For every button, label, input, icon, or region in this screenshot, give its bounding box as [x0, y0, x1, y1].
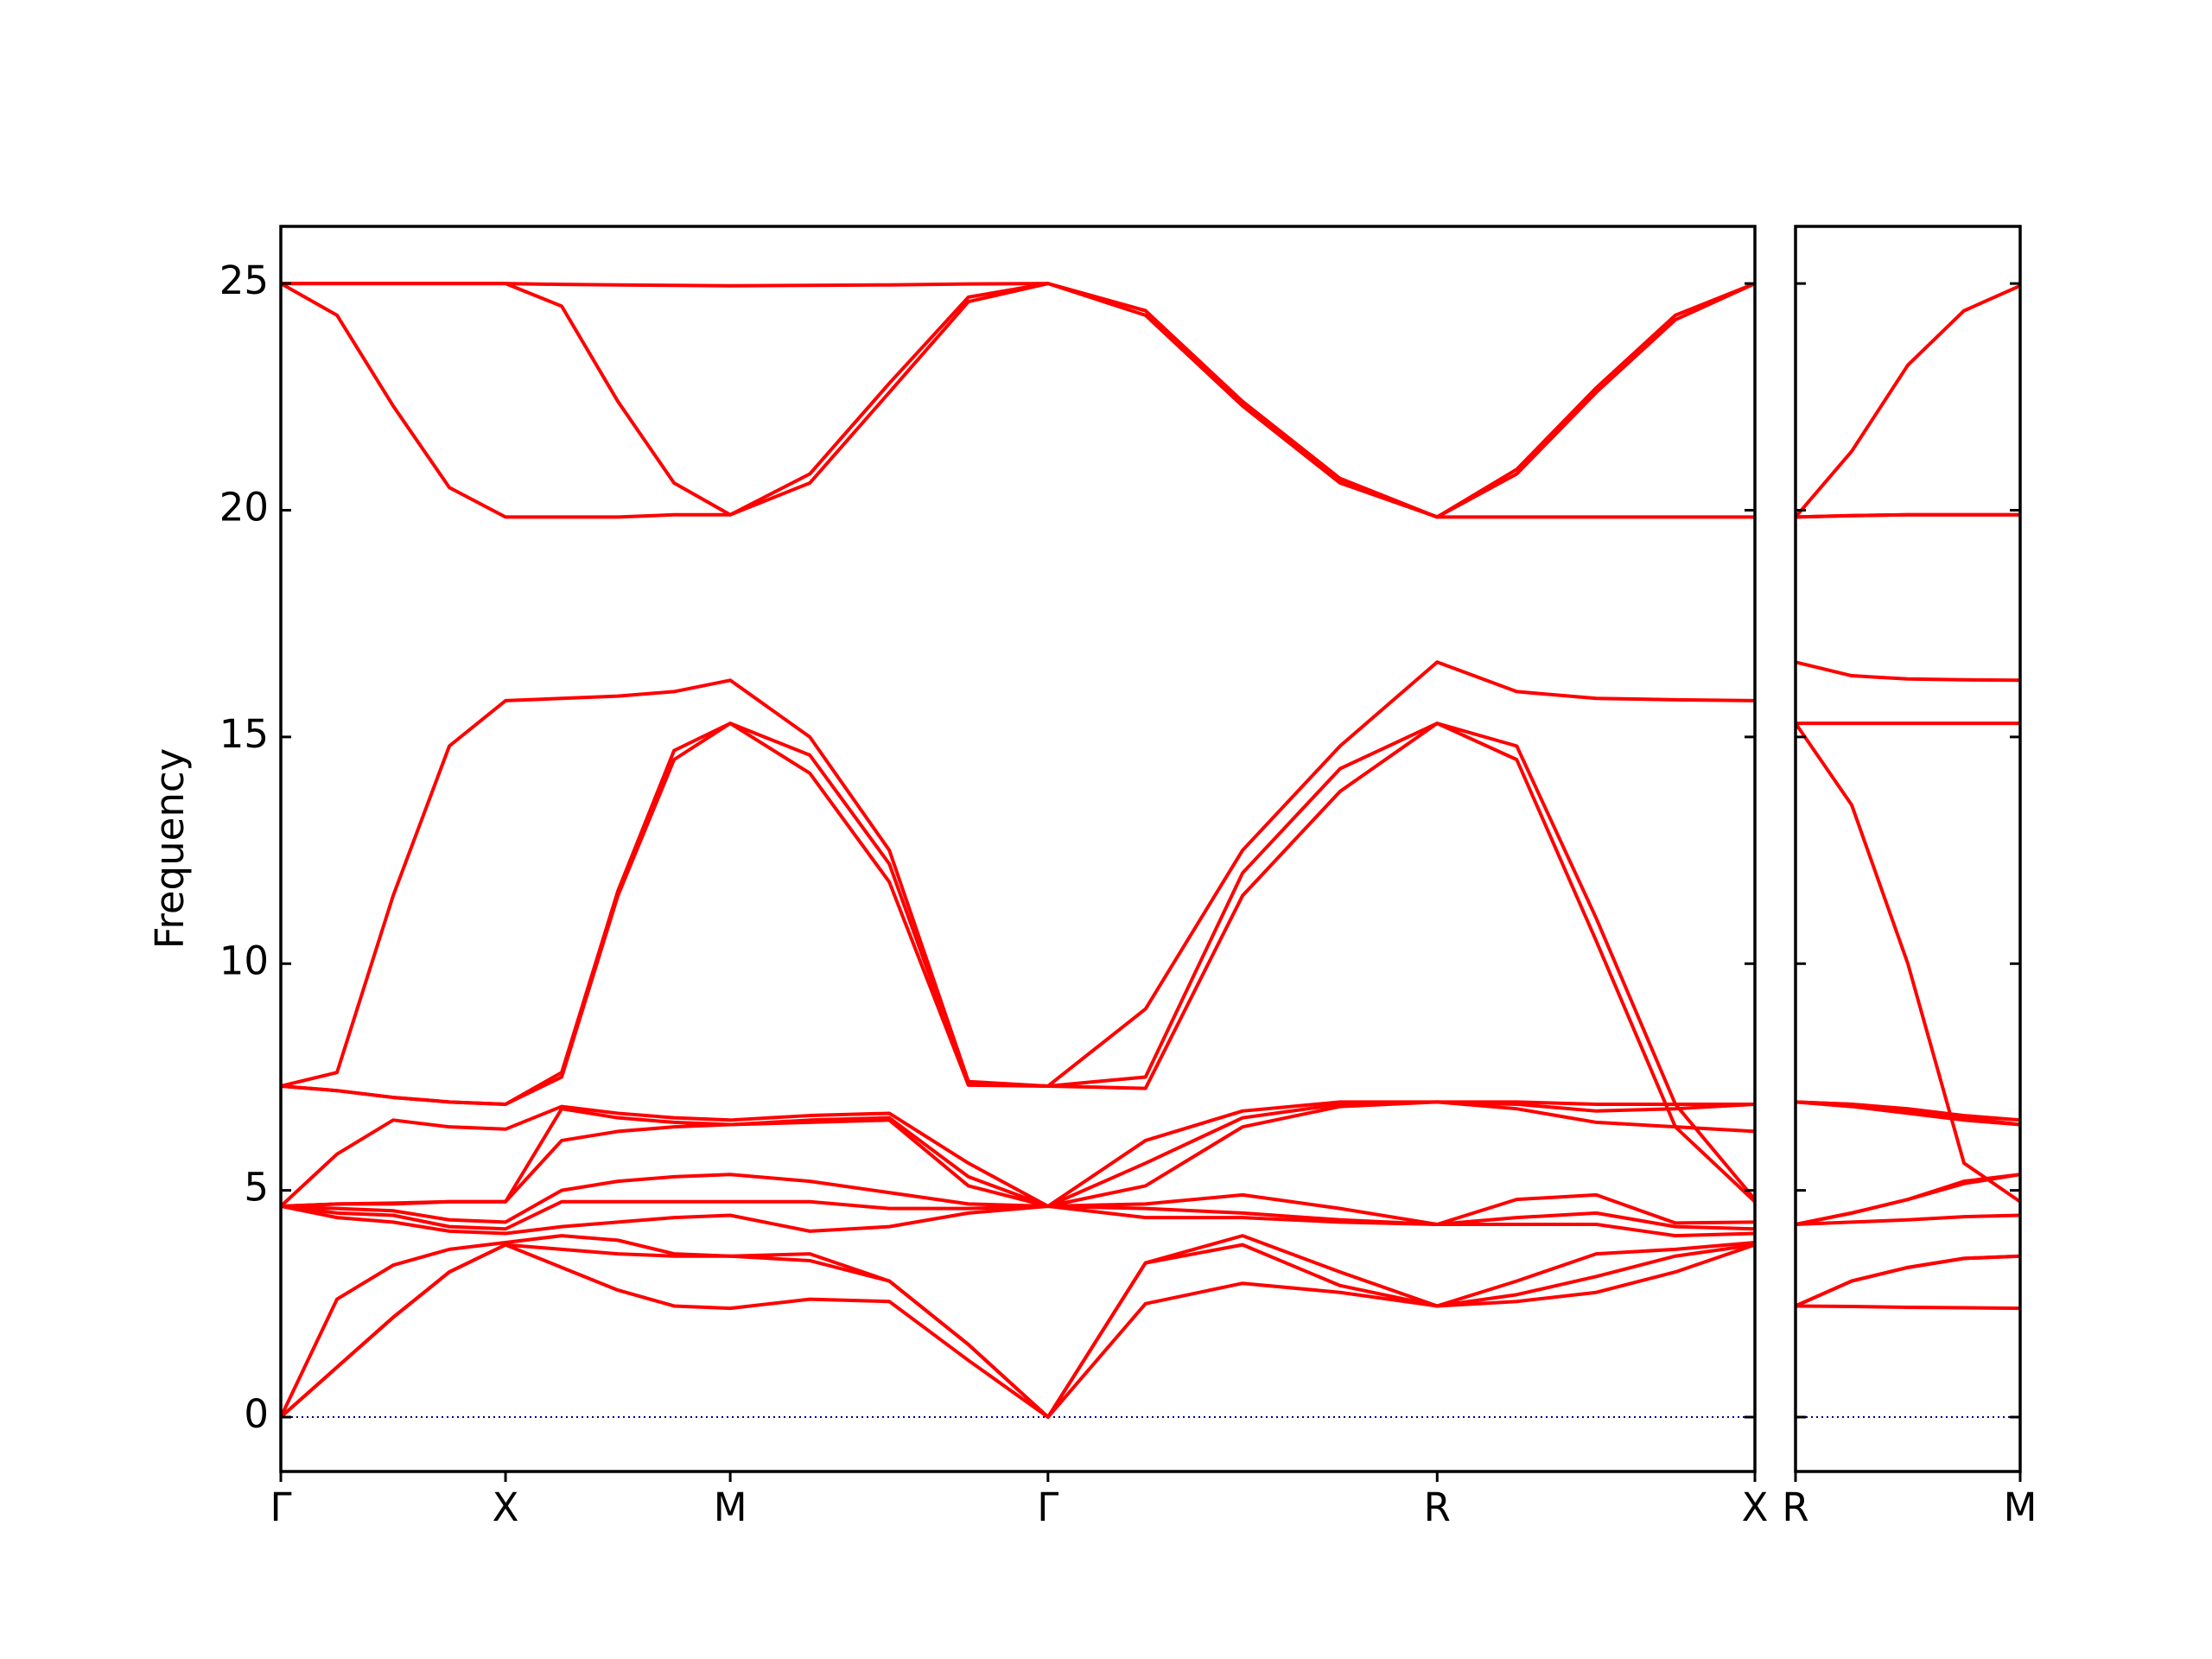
band-line	[281, 1173, 1755, 1226]
x-tick-label: X	[493, 1484, 519, 1530]
band-line	[1796, 660, 2020, 683]
y-tick-label: 0	[244, 1391, 269, 1437]
x-tick-label: X	[1742, 1484, 1769, 1530]
band-line	[281, 1199, 1755, 1231]
y-tick-label: 5	[244, 1165, 269, 1211]
band-line	[1796, 722, 2020, 1204]
band-line	[1796, 1213, 2020, 1226]
x-tick-label: Γ	[270, 1484, 291, 1530]
x-tick-label: R	[1782, 1484, 1808, 1530]
band-line	[281, 282, 1755, 519]
y-tick-label: 15	[219, 711, 269, 757]
band-line	[1796, 1304, 2020, 1311]
band-line	[1796, 1100, 2020, 1122]
band-line	[1796, 1254, 2020, 1308]
x-tick-label: Γ	[1037, 1484, 1058, 1530]
band-line	[281, 1234, 1755, 1420]
band-line	[1796, 512, 2020, 519]
band-line	[281, 1205, 1755, 1238]
band-line	[281, 721, 1755, 1201]
y-axis-label: Frequency	[147, 748, 193, 949]
band-line	[281, 1100, 1755, 1209]
y-tick-label: 20	[219, 485, 269, 531]
y-tick-label: 10	[219, 938, 269, 983]
band-line	[1796, 1173, 2020, 1226]
y-tick-label: 25	[219, 257, 269, 303]
band-line	[281, 660, 1755, 1088]
x-tick-label: M	[714, 1484, 747, 1530]
plot-frame	[1794, 225, 2022, 1473]
x-tick-label: R	[1424, 1484, 1451, 1530]
plot-frame	[279, 225, 1757, 1473]
band-line	[281, 282, 1755, 519]
x-tick-label: M	[2004, 1484, 2037, 1530]
band-line	[1796, 283, 2020, 518]
